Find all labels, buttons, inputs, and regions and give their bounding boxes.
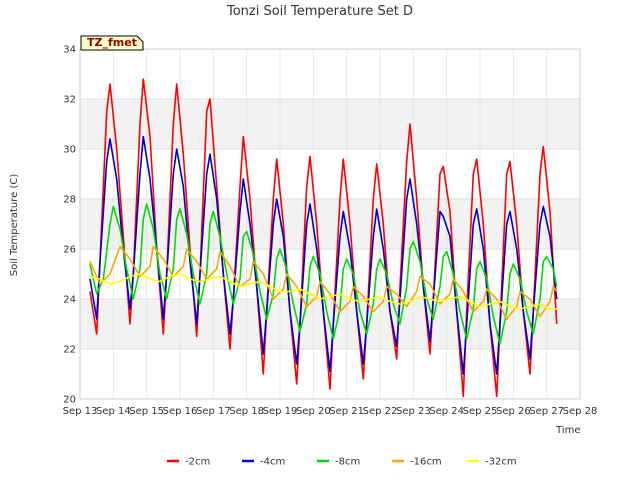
y-tick-label: 26 xyxy=(63,245,76,256)
y-tick-label: 30 xyxy=(63,145,76,156)
x-tick-label: Sep 21 xyxy=(329,406,364,417)
x-tick-label: Sep 13 xyxy=(63,406,98,417)
x-tick-label: Sep 23 xyxy=(396,406,431,417)
y-axis-title: Soil Temperature (C) xyxy=(9,174,20,277)
legend-label: -16cm xyxy=(410,457,442,468)
y-tick-label: 24 xyxy=(63,295,76,306)
y-tick-label: 22 xyxy=(63,345,76,356)
legend-label: -8cm xyxy=(335,457,360,468)
series-line-minus-8cm xyxy=(89,203,558,345)
x-tick-label: Sep 26 xyxy=(496,406,531,417)
x-tick-label: Sep 16 xyxy=(163,406,198,417)
x-tick-label: Sep 15 xyxy=(129,406,164,417)
plot-background xyxy=(80,49,580,399)
y-tick-label: 32 xyxy=(63,95,76,106)
x-tick-label: Sep 17 xyxy=(196,406,231,417)
x-tick-label: Sep 19 xyxy=(263,406,298,417)
plot-frame xyxy=(79,48,581,400)
x-tick-label: Sep 18 xyxy=(229,406,264,417)
series-line-minus-4cm xyxy=(89,135,558,375)
x-tick-label: Sep 28 xyxy=(563,406,598,417)
legend: -2cm -4cm -8cm -16cm -32cm xyxy=(167,457,517,468)
y-axis-ticks: 20 22 24 26 28 30 32 34 xyxy=(63,45,76,406)
x-axis-title: Time xyxy=(555,425,580,436)
x-tick-label: Sep 14 xyxy=(96,406,131,417)
legend-item: -32cm xyxy=(467,457,517,468)
plot-band xyxy=(80,199,580,249)
series-line-minus-32cm xyxy=(89,273,557,310)
legend-item: -2cm xyxy=(167,457,210,468)
series-layer xyxy=(89,78,558,398)
y-tick-label: 34 xyxy=(63,45,76,56)
x-tick-label: Sep 25 xyxy=(463,406,498,417)
y-tick-label: 28 xyxy=(63,195,76,206)
legend-item: -4cm xyxy=(242,457,285,468)
legend-item: -8cm xyxy=(317,457,360,468)
series-line-minus-16cm xyxy=(89,245,558,320)
x-tick-label: Sep 27 xyxy=(529,406,564,417)
x-tick-label: Sep 20 xyxy=(296,406,331,417)
annotation-label: TZ_fmet xyxy=(87,36,137,49)
legend-label: -4cm xyxy=(260,457,285,468)
legend-item: -16cm xyxy=(392,457,442,468)
y-tick-label: 20 xyxy=(63,395,76,406)
legend-label: -32cm xyxy=(485,457,517,468)
x-tick-label: Sep 24 xyxy=(429,406,464,417)
annotation-box: TZ_fmet xyxy=(80,35,144,51)
chart-title: Tonzi Soil Temperature Set D xyxy=(226,4,413,19)
x-tick-label: Sep 22 xyxy=(363,406,398,417)
legend-label: -2cm xyxy=(185,457,210,468)
annotation-box-shape xyxy=(80,35,144,51)
plot-band xyxy=(80,99,580,149)
